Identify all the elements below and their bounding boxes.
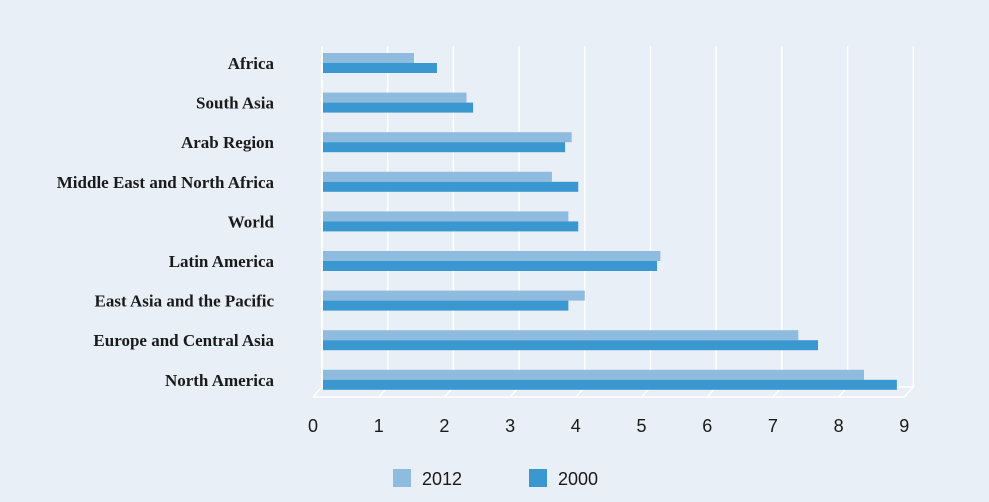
bar-2000-middle-east-and-north-africa: [323, 181, 579, 192]
x-tick-label: 4: [571, 416, 581, 436]
legend: 2012 2000: [393, 469, 598, 489]
gridline-depth: [312, 386, 323, 398]
x-tick-label: 0: [308, 416, 318, 436]
x-axis-ticks: 0 1 2 3 4 5 6 7 8 9: [308, 416, 909, 436]
bar-2012-south-asia: [323, 92, 467, 103]
bars: [323, 53, 897, 390]
category-label: Arab Region: [181, 133, 275, 152]
x-tick-label: 7: [768, 416, 778, 436]
bar-2000-south-asia: [323, 102, 474, 113]
x-tick-label: 2: [439, 416, 449, 436]
category-labels: Africa South Asia Arab Region Middle East a…: [57, 54, 275, 390]
bar-2012-middle-east-and-north-africa: [323, 171, 552, 182]
category-label: South Asia: [196, 94, 274, 113]
gridline-depth: [903, 386, 914, 398]
bar-2000-world: [323, 221, 579, 232]
x-tick-label: 9: [899, 416, 909, 436]
x-tick-label: 6: [702, 416, 712, 436]
bar-2000-europe-and-central-asia: [323, 340, 819, 351]
category-label: Middle East and North Africa: [57, 173, 275, 192]
category-label: Latin America: [169, 252, 275, 271]
bar-2012-world: [323, 211, 569, 222]
bar-2012-latin-america: [323, 251, 661, 261]
category-label: North America: [165, 371, 275, 390]
legend-label-2000: 2000: [558, 469, 598, 489]
legend-swatch-2012: [393, 469, 411, 487]
x-tick-label: 5: [636, 416, 646, 436]
bar-2000-arab-region: [323, 142, 566, 153]
legend-label-2012: 2012: [422, 469, 462, 489]
bar-2000-africa: [323, 63, 437, 73]
x-tick-label: 1: [374, 416, 384, 436]
x-tick-label: 8: [834, 416, 844, 436]
bar-2000-north-america: [323, 379, 897, 390]
category-label: East Asia and the Pacific: [95, 292, 275, 311]
legend-swatch-2000: [529, 469, 547, 487]
bar-2000-latin-america: [323, 261, 658, 271]
category-label: Africa: [228, 54, 275, 73]
bar-2012-north-america: [323, 369, 865, 380]
bar-2012-africa: [323, 53, 414, 63]
x-tick-label: 3: [505, 416, 515, 436]
category-label: Europe and Central Asia: [93, 331, 274, 350]
bar-2012-arab-region: [323, 132, 572, 143]
category-label: World: [228, 212, 275, 231]
bar-2012-europe-and-central-asia: [323, 330, 799, 341]
bar-2000-east-asia-and-the-pacific: [323, 300, 569, 311]
bar-2012-east-asia-and-the-pacific: [323, 290, 585, 301]
